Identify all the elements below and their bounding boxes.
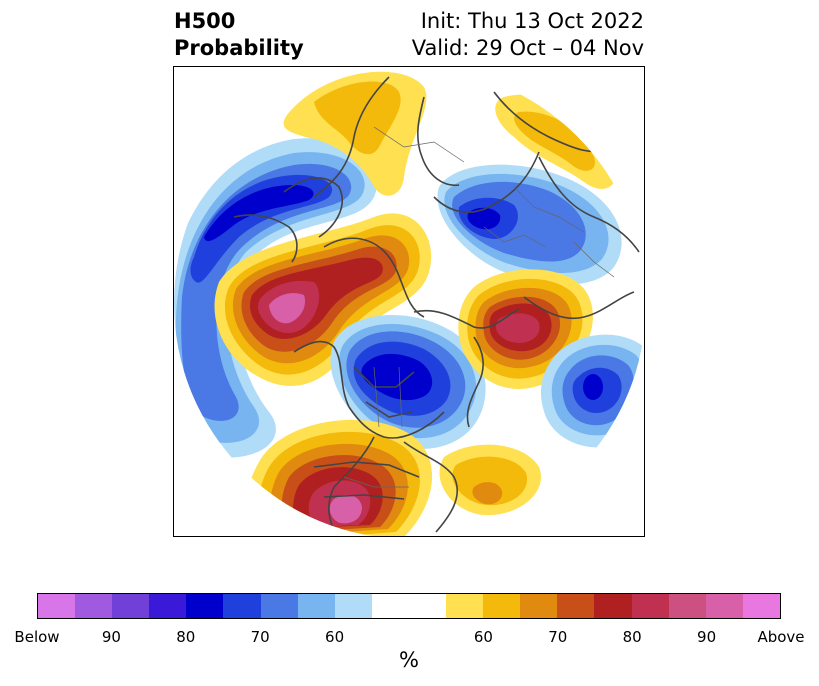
colorbar-cell <box>408 594 447 618</box>
colorbar-cell <box>112 594 150 618</box>
colorbar-cell <box>742 594 780 618</box>
init-date: Init: Thu 13 Oct 2022 <box>420 9 644 33</box>
colorbar-tick-label: 80 <box>176 628 196 646</box>
colorbar-cell <box>446 594 484 618</box>
colorbar-cell <box>38 594 76 618</box>
colorbar-cell <box>260 594 298 618</box>
colorbar-cell <box>668 594 706 618</box>
negative-anomaly-canada <box>330 315 486 449</box>
colorbar-cell <box>705 594 743 618</box>
map-dates: Init: Thu 13 Oct 2022 Valid: 29 Oct – 04… <box>412 8 644 62</box>
colorbar-cell <box>334 594 372 618</box>
colorbar-cell <box>557 594 595 618</box>
colorbar-tick-label: 90 <box>697 628 717 646</box>
title-variable: H500 <box>174 9 236 33</box>
colorbar-tick-label: Below <box>14 628 60 646</box>
colorbar-cell <box>631 594 669 618</box>
positive-anomaly-south <box>247 419 541 536</box>
colorbar-tick-label: Above <box>757 628 805 646</box>
colorbar-unit: % <box>399 648 419 672</box>
colorbar-cell <box>297 594 335 618</box>
colorbar-cell <box>75 594 113 618</box>
map-svg <box>174 67 644 536</box>
valid-dates: Valid: 29 Oct – 04 Nov <box>411 36 644 60</box>
colorbar <box>37 593 781 619</box>
colorbar-tick-label: 60 <box>325 628 345 646</box>
negative-anomaly-europe <box>437 164 622 285</box>
colorbar-tick-label: 90 <box>101 628 121 646</box>
title-field: Probability <box>174 36 304 60</box>
colorbar-cell <box>149 594 187 618</box>
coastlines <box>233 76 640 536</box>
positive-anomaly-west <box>214 213 432 386</box>
colorbar-cell <box>594 594 632 618</box>
colorbar-cell <box>223 594 261 618</box>
colorbar-cell <box>483 594 521 618</box>
colorbar-cell <box>186 594 224 618</box>
colorbar-tick-label: 60 <box>473 628 493 646</box>
colorbar-cell <box>520 594 558 618</box>
probability-contours <box>174 67 644 536</box>
negative-anomaly-west <box>174 138 378 458</box>
colorbar-tick-label: 70 <box>548 628 568 646</box>
colorbar-cell <box>371 594 409 618</box>
colorbar-tick-label: 80 <box>622 628 642 646</box>
map-title: H500 Probability <box>174 8 304 62</box>
probability-map <box>173 66 645 537</box>
colorbar-tick-label: 70 <box>250 628 270 646</box>
